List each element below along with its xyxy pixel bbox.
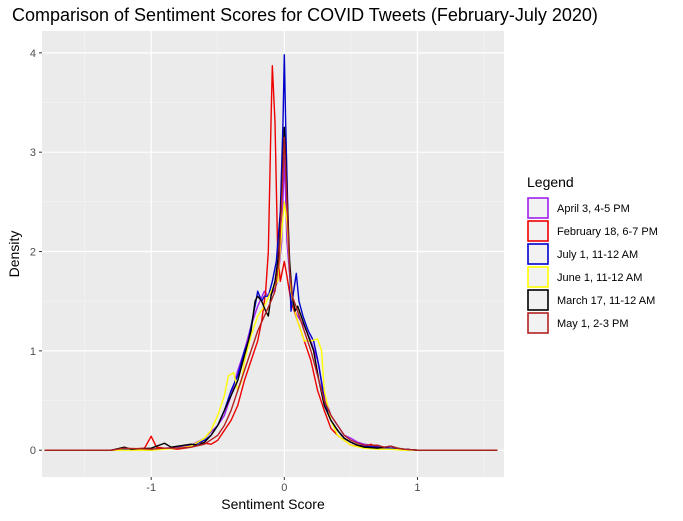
x-tick-label: 1 <box>414 482 420 494</box>
legend-label-4: June 1, 11-12 AM <box>557 272 642 284</box>
series-line-5 <box>44 126 498 451</box>
legend: Legend April 3, 4-5 PM February 18, 6-7 P… <box>527 174 658 334</box>
y-tick-label: 3 <box>30 147 36 159</box>
legend-label-5: March 17, 11-12 AM <box>557 295 655 307</box>
series-line-6 <box>44 136 498 451</box>
plot-panel <box>42 31 504 477</box>
legend-key-4 <box>527 266 549 288</box>
series-lines <box>44 54 498 451</box>
y-axis-ticks: 0 1 2 3 4 <box>30 48 42 457</box>
y-tick-label: 2 <box>30 247 36 259</box>
legend-items: April 3, 4-5 PM February 18, 6-7 PM July 1… <box>527 197 658 334</box>
legend-label-2: February 18, 6-7 PM <box>557 226 658 238</box>
legend-key-1 <box>527 197 549 219</box>
x-tick-label: 0 <box>281 482 287 494</box>
legend-label-3: July 1, 11-12 AM <box>557 249 638 261</box>
legend-label-1: April 3, 4-5 PM <box>557 203 630 215</box>
series-line-1 <box>44 156 498 451</box>
legend-key-6 <box>527 312 549 334</box>
y-axis-title: Density <box>6 231 22 278</box>
x-axis-title: Sentiment Score <box>221 496 325 512</box>
series-line-4 <box>44 201 498 451</box>
chart-title: Comparison of Sentiment Scores for COVID… <box>12 5 598 25</box>
y-tick-label: 4 <box>30 48 36 60</box>
legend-label-6: May 1, 2-3 PM <box>557 318 629 330</box>
x-tick-label: -1 <box>146 482 156 494</box>
legend-key-2 <box>527 220 549 242</box>
legend-key-5 <box>527 289 549 311</box>
legend-title: Legend <box>527 174 574 190</box>
legend-key-3 <box>527 243 549 265</box>
grid-minor <box>42 31 504 477</box>
y-tick-label: 1 <box>30 346 36 358</box>
x-axis-ticks: -1 0 1 <box>146 477 421 494</box>
y-tick-label: 0 <box>30 445 36 457</box>
